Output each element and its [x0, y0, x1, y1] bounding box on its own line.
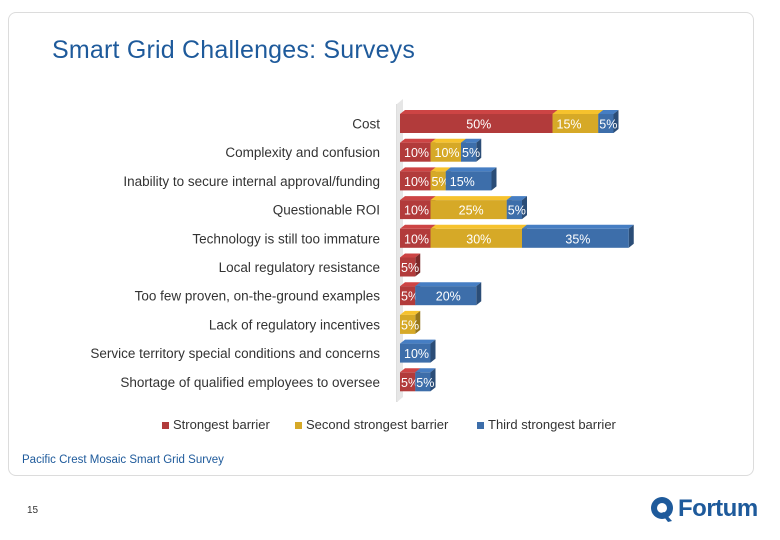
- bar-top: [415, 282, 482, 287]
- bar-segment: [400, 372, 416, 392]
- bar-top: [400, 339, 436, 344]
- slide-title: Smart Grid Challenges: Surveys: [52, 36, 416, 64]
- data-label: 15%: [450, 175, 475, 189]
- data-label: 50%: [466, 118, 491, 132]
- bar-side: [522, 196, 527, 220]
- bar-side: [491, 167, 497, 191]
- bar-segment: [552, 114, 599, 133]
- category-label: Cost: [352, 117, 380, 132]
- bar-side: [415, 310, 421, 334]
- bar-segment: [430, 200, 507, 220]
- bar-top: [400, 167, 436, 172]
- data-label: 5%: [416, 376, 434, 390]
- bar-side: [430, 368, 436, 392]
- bar-top: [522, 224, 634, 229]
- bar-top: [400, 110, 558, 114]
- data-label: 5%: [462, 146, 480, 160]
- bar-side: [430, 339, 436, 363]
- bar-segment: [430, 142, 461, 162]
- bar-top: [445, 167, 497, 172]
- bar-segment: [522, 228, 629, 248]
- data-label: 5%: [432, 175, 450, 189]
- bar-top: [400, 253, 421, 258]
- data-label: 10%: [404, 347, 429, 361]
- legend-swatch: [477, 422, 484, 429]
- bar-side: [628, 224, 634, 248]
- data-label: 5%: [401, 290, 419, 304]
- bar-top: [400, 368, 421, 373]
- bar-segment: [430, 228, 522, 248]
- legend-swatch: [162, 422, 169, 429]
- bar-top: [430, 224, 527, 229]
- data-label: 5%: [508, 204, 526, 218]
- data-label: 5%: [401, 261, 419, 275]
- data-label: 5%: [599, 118, 617, 132]
- data-label: 5%: [401, 376, 419, 390]
- bar-segment: [415, 372, 431, 392]
- fortum-logo-icon: [651, 497, 673, 522]
- bar-top: [400, 196, 436, 201]
- bar-segment: [400, 171, 431, 191]
- bar-top: [415, 368, 436, 373]
- bar-segment: [400, 200, 431, 220]
- category-label: Complexity and confusion: [225, 145, 380, 160]
- data-label: 5%: [401, 318, 419, 332]
- bar-segment: [400, 228, 431, 248]
- bar-segment: [400, 142, 431, 162]
- bar-top: [400, 224, 436, 229]
- bar-top: [400, 310, 421, 315]
- bar-top: [598, 110, 619, 114]
- data-label: 15%: [557, 118, 582, 132]
- category-label: Local regulatory resistance: [219, 260, 380, 275]
- bar-top: [400, 138, 436, 143]
- data-label: 10%: [404, 146, 429, 160]
- bar-segment: [506, 200, 522, 220]
- legend-label: Third strongest barrier: [488, 417, 617, 432]
- bar-top: [400, 282, 421, 287]
- category-label: Too few proven, on-the-ground examples: [135, 289, 381, 304]
- category-label: Technology is still too immature: [192, 231, 380, 246]
- bar-top: [552, 110, 604, 114]
- category-label: Questionable ROI: [273, 203, 380, 218]
- bar-top: [430, 167, 451, 172]
- category-label: Service territory special conditions and…: [90, 346, 380, 361]
- category-label: Inability to secure internal approval/fu…: [123, 174, 380, 189]
- bar-segment: [400, 343, 431, 363]
- bar-segment: [400, 257, 416, 277]
- logo-text: Fortum: [678, 495, 758, 522]
- category-label: Shortage of qualified employees to overs…: [120, 375, 380, 390]
- bar-side: [613, 110, 619, 133]
- legend-label: Strongest barrier: [173, 417, 270, 432]
- data-label: 10%: [404, 175, 429, 189]
- bar-top: [506, 196, 527, 201]
- page-number: 15: [27, 505, 39, 516]
- source-note: Pacific Crest Mosaic Smart Grid Survey: [22, 454, 224, 466]
- bar-segment: [400, 314, 416, 334]
- data-label: 10%: [404, 204, 429, 218]
- bar-side: [476, 138, 482, 162]
- bar-side: [476, 282, 482, 306]
- bar-segment: [400, 114, 553, 133]
- legend-swatch: [295, 422, 302, 429]
- data-label: 20%: [436, 290, 461, 304]
- bar-segment: [430, 171, 446, 191]
- legend-label: Second strongest barrier: [306, 417, 449, 432]
- bar-top: [430, 196, 512, 201]
- bar-segment: [461, 142, 477, 162]
- data-label: 10%: [435, 146, 460, 160]
- data-label: 35%: [565, 232, 590, 246]
- category-label: Lack of regulatory incentives: [209, 317, 380, 332]
- data-label: 10%: [404, 232, 429, 246]
- bar-segment: [445, 171, 492, 191]
- bar-side: [415, 253, 421, 277]
- bar-segment: [598, 114, 614, 133]
- bar-segment: [415, 286, 477, 306]
- bar-segment: [400, 286, 416, 306]
- data-label: 30%: [466, 232, 491, 246]
- bar-top: [430, 138, 466, 143]
- data-label: 25%: [459, 204, 484, 218]
- fortum-logo: Fortum: [650, 494, 758, 524]
- bar-top: [461, 138, 482, 143]
